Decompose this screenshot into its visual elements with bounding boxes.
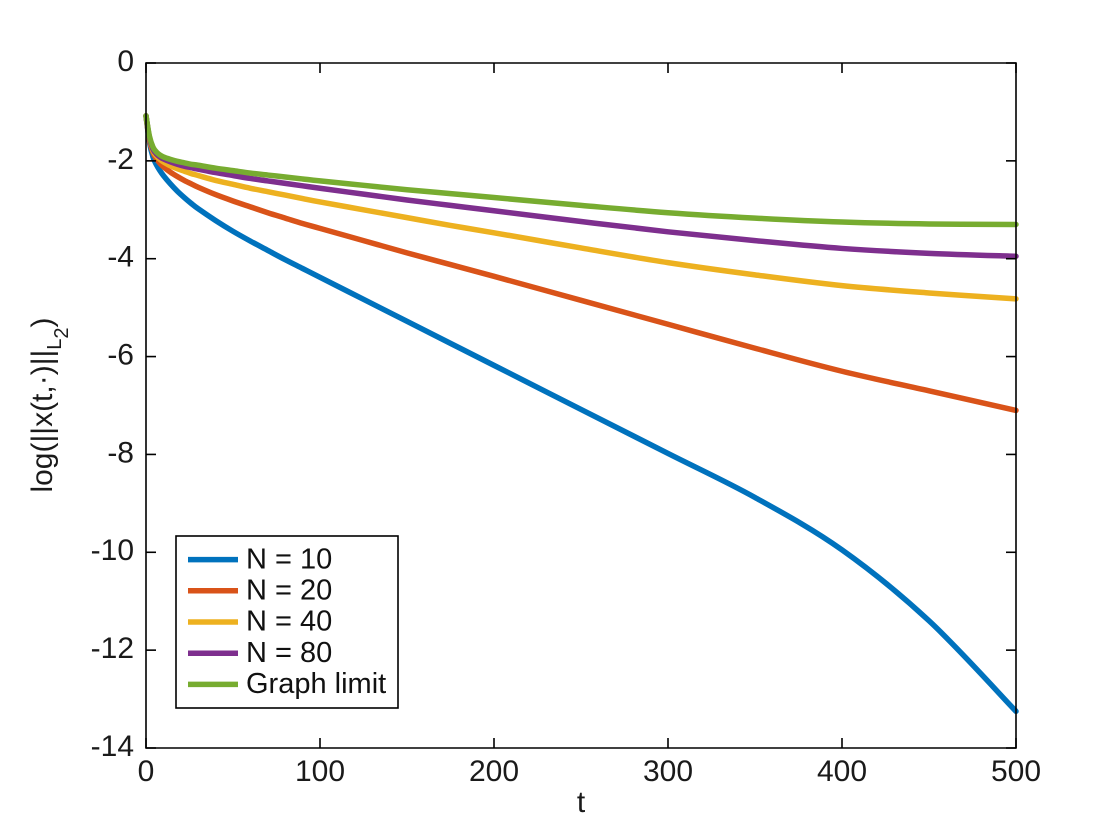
y-axis-label-main: log(||x(t,·)|| <box>26 350 59 493</box>
x-tick-label: 0 <box>138 755 155 788</box>
tick-marks <box>145 62 1017 749</box>
data-series-line <box>143 113 1019 414</box>
y-tick-label: -12 <box>91 632 134 665</box>
curve-group <box>143 113 1019 715</box>
y-axis-label: log(||x(t,·)||L2) <box>26 317 73 492</box>
y-tick-labels: 0 -2 -4 -6 -8 -10 -12 -14 <box>91 45 134 763</box>
data-series-line <box>143 113 1019 715</box>
y-tick-label: -2 <box>107 143 134 176</box>
y-tick-label: -8 <box>107 436 134 469</box>
y-tick-label: 0 <box>117 45 134 78</box>
legend-label[interactable]: N = 80 <box>246 637 332 669</box>
y-tick-label: -6 <box>107 338 134 371</box>
x-tick-label: 200 <box>469 755 519 788</box>
x-tick-label: 300 <box>643 755 693 788</box>
y-axis-label-tail: ) <box>26 317 59 327</box>
y-tick-label: -4 <box>107 241 134 274</box>
svg-text:log(||x(t,·)||L2): log(||x(t,·)||L2) <box>26 317 73 492</box>
x-axis-label: t <box>577 786 586 819</box>
y-tick-label: -14 <box>91 730 134 763</box>
data-series-line <box>143 113 1019 228</box>
legend-label[interactable]: N = 40 <box>246 606 332 638</box>
legend-label[interactable]: Graph limit <box>246 668 386 700</box>
legend-label[interactable]: N = 20 <box>246 574 332 606</box>
x-tick-label: 100 <box>295 755 345 788</box>
y-axis-label-sub: L <box>44 339 66 350</box>
x-tick-label: 500 <box>991 755 1041 788</box>
y-axis-label-sub2: 2 <box>51 327 73 338</box>
x-tick-labels: 0 100 200 300 400 500 <box>138 755 1041 788</box>
y-tick-label: -10 <box>91 534 134 567</box>
data-series-line <box>143 113 1019 260</box>
x-tick-label: 400 <box>817 755 867 788</box>
legend-label[interactable]: N = 10 <box>246 543 332 575</box>
